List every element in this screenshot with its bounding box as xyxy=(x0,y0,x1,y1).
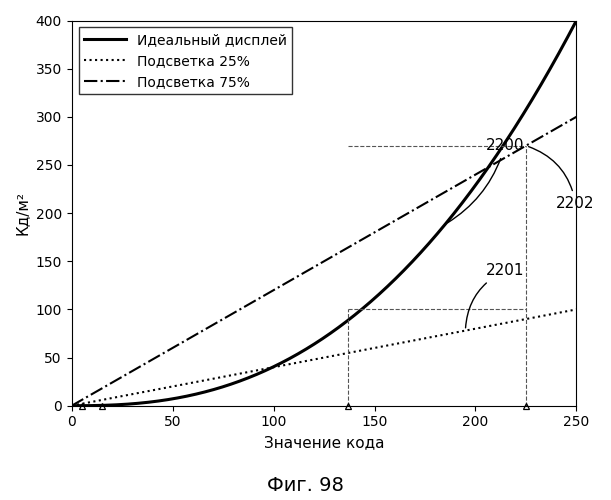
X-axis label: Значение кода: Значение кода xyxy=(264,435,384,450)
Y-axis label: Кд/м²: Кд/м² xyxy=(15,191,30,235)
Text: Фиг. 98: Фиг. 98 xyxy=(267,476,344,495)
Text: 2201: 2201 xyxy=(466,264,524,328)
Text: 2200: 2200 xyxy=(448,138,524,223)
Text: 2202: 2202 xyxy=(529,146,595,211)
Legend: Идеальный дисплей, Подсветка 25%, Подсветка 75%: Идеальный дисплей, Подсветка 25%, Подсве… xyxy=(79,28,293,94)
